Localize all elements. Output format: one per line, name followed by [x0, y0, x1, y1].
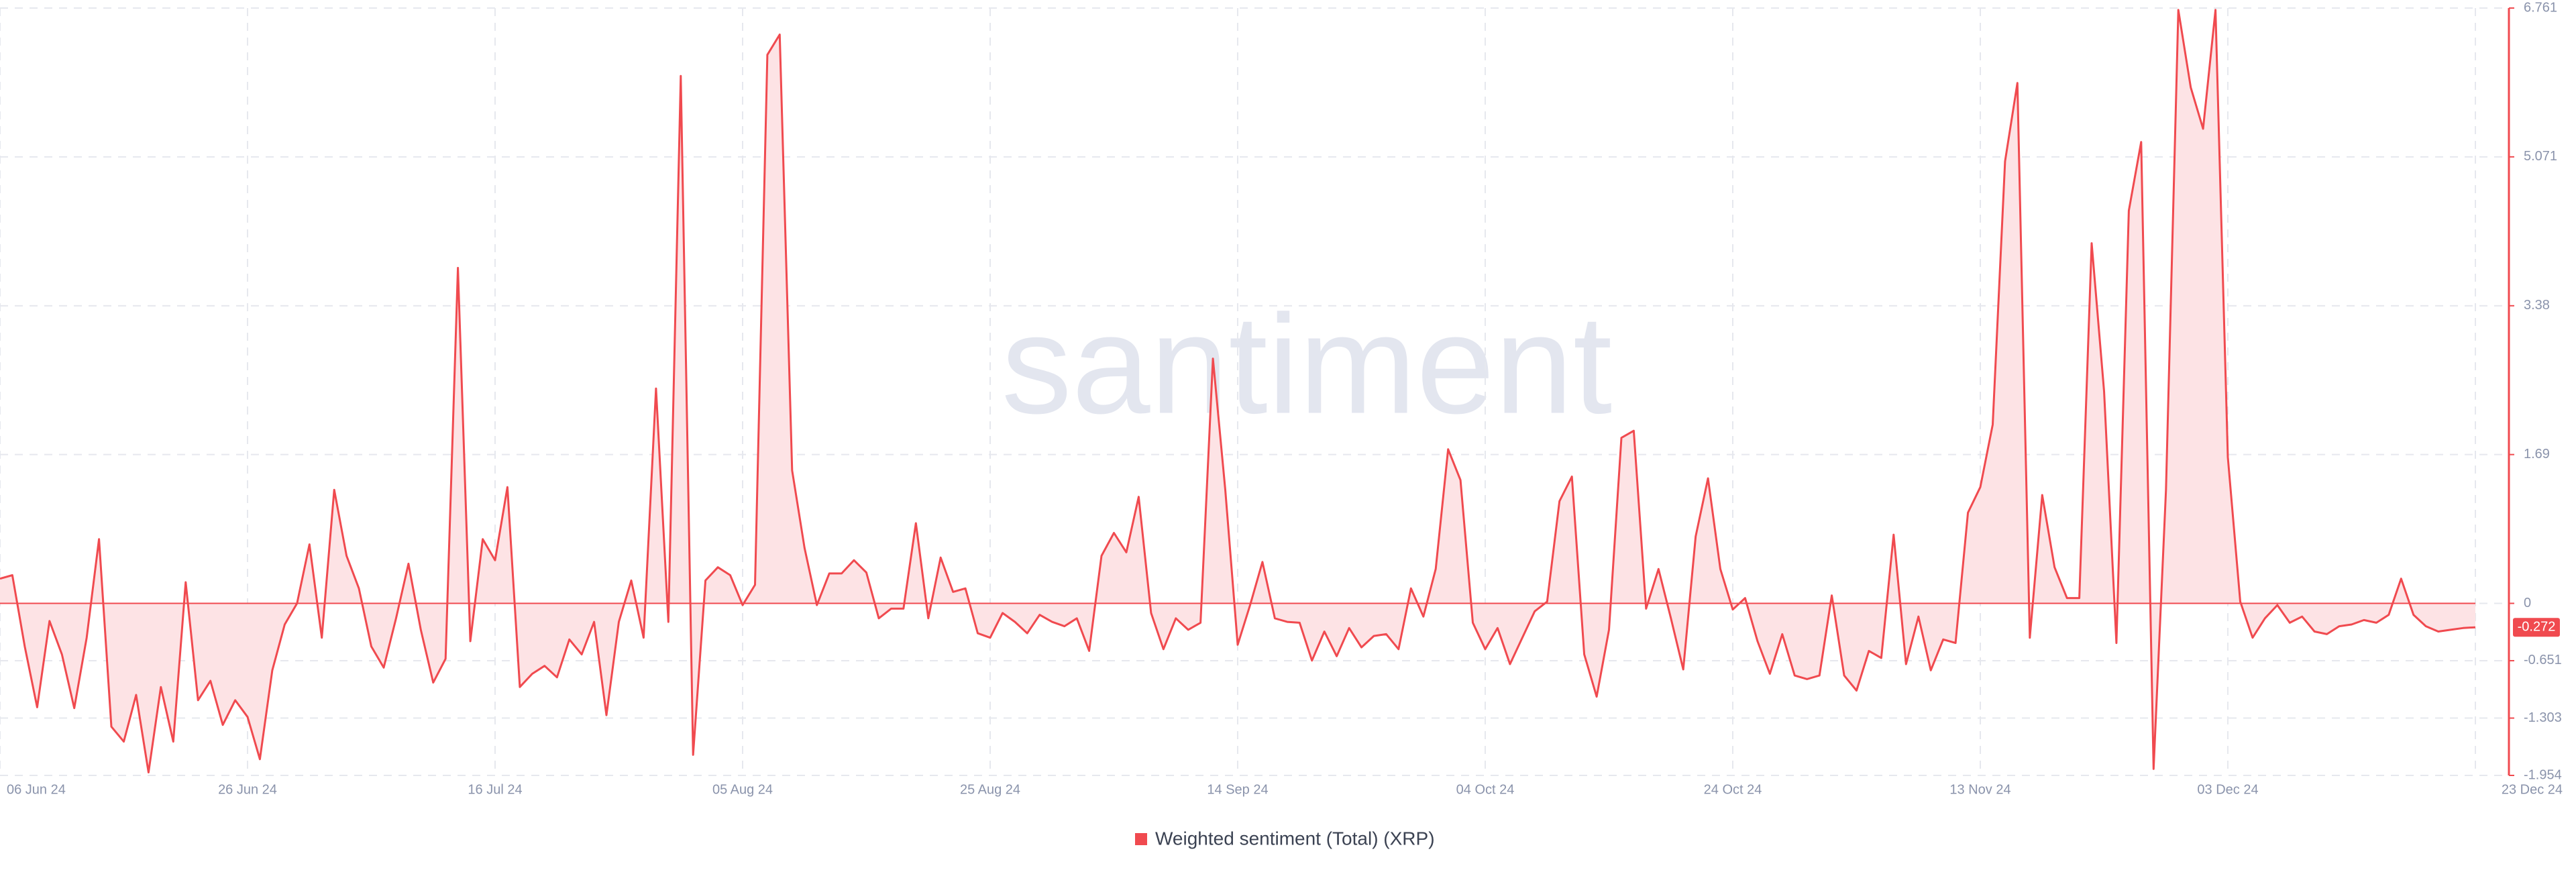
- x-tick-label: 06 Jun 24: [7, 782, 66, 797]
- current-value-label: -0.272: [2518, 619, 2556, 634]
- x-tick-label: 16 Jul 24: [468, 782, 522, 797]
- y-tick-label: -1.303: [2524, 710, 2562, 725]
- y-tick-label: -1.954: [2524, 767, 2562, 782]
- x-tick-label: 26 Jun 24: [218, 782, 277, 797]
- y-tick-label: 1.69: [2524, 447, 2550, 461]
- x-tick-label: 03 Dec 24: [2197, 782, 2258, 797]
- y-tick-label: 6.761: [2524, 0, 2557, 15]
- y-tick-label: -0.651: [2524, 653, 2562, 667]
- y-tick-label: 0: [2524, 596, 2531, 610]
- legend-swatch: [1135, 833, 1147, 845]
- legend: Weighted sentiment (Total) (XRP): [1135, 828, 1435, 849]
- legend-label: Weighted sentiment (Total) (XRP): [1155, 828, 1435, 849]
- current-value-box: [2513, 618, 2560, 637]
- area: [0, 9, 2475, 773]
- y-tick-label: 5.071: [2524, 149, 2557, 164]
- line: [0, 9, 2476, 773]
- x-tick-label: 13 Nov 24: [1949, 782, 2010, 797]
- watermark: santiment: [1002, 285, 1612, 443]
- x-tick-label: 04 Oct 24: [1456, 782, 1515, 797]
- x-tick-label: 25 Aug 24: [960, 782, 1020, 797]
- y-tick-label: 3.38: [2524, 298, 2550, 313]
- x-tick-label: 23 Dec 24: [2502, 782, 2563, 797]
- x-tick-label: 14 Sep 24: [1207, 782, 1268, 797]
- x-tick-label: 24 Oct 24: [1704, 782, 1762, 797]
- x-tick-label: 05 Aug 24: [712, 782, 773, 797]
